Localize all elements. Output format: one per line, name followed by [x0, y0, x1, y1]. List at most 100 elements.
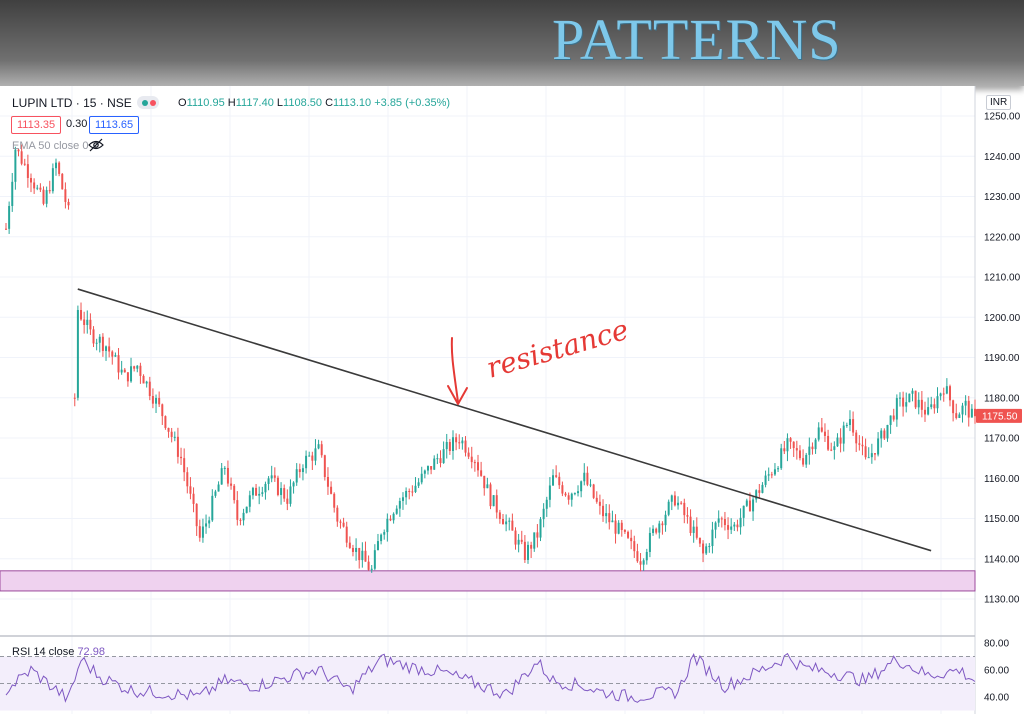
candle: [264, 481, 267, 500]
candle: [867, 447, 870, 459]
price-tick-label: 1230.00: [984, 192, 1021, 203]
candle: [652, 525, 655, 536]
candle: [136, 365, 139, 373]
candle: [820, 417, 823, 433]
candle: [358, 547, 361, 569]
candle: [858, 435, 861, 451]
candle: [677, 496, 680, 510]
candle: [64, 182, 67, 209]
candle: [692, 520, 695, 543]
candle: [467, 447, 470, 460]
candle: [292, 481, 295, 494]
candle: [139, 362, 142, 384]
symbol-label[interactable]: LUPIN LTD · 15 · NSE: [12, 96, 132, 110]
candle: [755, 489, 758, 503]
candle: [461, 437, 464, 450]
trendline: [77, 288, 932, 552]
candle: [148, 376, 151, 401]
banner-title: PATTERNS: [552, 7, 842, 72]
candle: [123, 367, 126, 373]
candle: [545, 496, 548, 517]
close-value: 1113.10: [333, 97, 372, 109]
candle: [852, 411, 855, 437]
candle: [448, 438, 451, 455]
candle: [827, 429, 830, 452]
candle: [567, 492, 570, 505]
candle: [411, 485, 414, 497]
ema-indicator-label[interactable]: EMA 50 close 0: [12, 140, 89, 152]
candle: [339, 519, 342, 529]
candle: [714, 521, 717, 539]
candle: [114, 352, 117, 357]
candle: [548, 477, 551, 508]
annotation-arrowhead-icon: [447, 385, 468, 405]
annotation-arrow-icon: [450, 337, 459, 403]
price-tick-label: 1160.00: [984, 474, 1020, 485]
rsi-tick-label: 80.00: [984, 639, 1009, 650]
buy-price-button[interactable]: 1113.65: [89, 116, 140, 134]
candle: [670, 494, 673, 511]
candle: [280, 482, 283, 505]
candle: [602, 499, 605, 522]
candle: [261, 486, 264, 497]
candle: [520, 530, 523, 545]
candle: [361, 542, 364, 568]
candle: [180, 447, 183, 465]
sell-price-button[interactable]: 1113.35: [11, 116, 62, 134]
candle: [73, 393, 76, 407]
candle: [658, 520, 661, 539]
candle: [861, 436, 864, 456]
candle: [611, 510, 614, 523]
candle: [311, 451, 314, 470]
candle: [970, 404, 973, 418]
candle: [752, 496, 755, 521]
eye-hidden-icon[interactable]: [88, 138, 104, 152]
candle: [845, 422, 848, 428]
candle: [164, 415, 167, 430]
candle: [808, 437, 811, 465]
candle: [789, 437, 792, 449]
candle: [877, 432, 880, 457]
price-tick-label: 1130.00: [984, 595, 1020, 606]
candle: [436, 453, 439, 465]
candle: [220, 462, 223, 485]
candle: [908, 393, 911, 403]
candle: [905, 392, 908, 413]
market-status-icon: [137, 96, 159, 109]
price-tick-label: 1140.00: [984, 554, 1020, 565]
candle: [451, 430, 454, 460]
price-chart[interactable]: resistance 1250.001240.001230.001220.001…: [0, 86, 1024, 714]
candle: [689, 509, 692, 536]
candle: [711, 521, 714, 554]
candle: [802, 449, 805, 467]
candle: [586, 466, 589, 487]
candle: [927, 397, 930, 416]
candle: [42, 186, 45, 206]
candle: [230, 477, 233, 490]
rsi-value: 72.98: [77, 646, 105, 658]
currency-selector[interactable]: INR: [986, 95, 1012, 110]
candle: [777, 466, 780, 473]
candle: [911, 388, 914, 402]
candle: [348, 536, 351, 549]
open-label: O: [178, 97, 187, 109]
candle: [536, 524, 539, 548]
candle: [523, 535, 526, 563]
last-price-tag: 1175.50: [976, 408, 1022, 423]
candle: [792, 441, 795, 457]
candle: [270, 465, 273, 483]
candle: [502, 514, 505, 525]
candle: [26, 154, 29, 188]
candle: [830, 442, 833, 452]
candle: [589, 479, 592, 488]
candle: [864, 438, 867, 460]
candle: [892, 408, 895, 422]
resistance-trendline: [77, 288, 932, 552]
candle: [323, 454, 326, 481]
rsi-indicator-label[interactable]: RSI 14 close 72.98: [12, 646, 105, 658]
candle: [92, 326, 95, 348]
last-price-label: 1175.50: [982, 411, 1018, 422]
candle: [555, 465, 558, 478]
candle: [245, 506, 248, 514]
candle: [433, 455, 436, 470]
